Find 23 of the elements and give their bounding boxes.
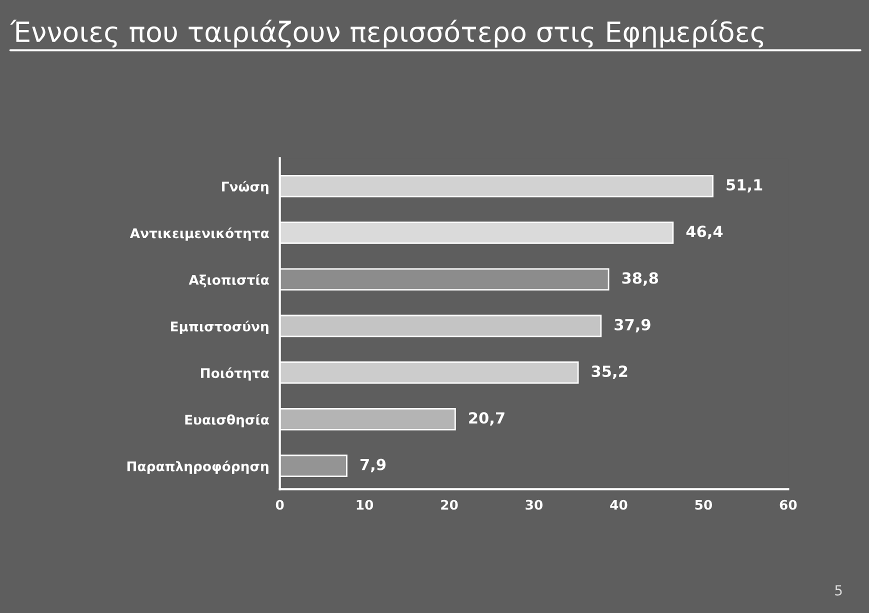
y-tick-label: Αξιοπιστία <box>188 274 269 288</box>
x-tick-label: 30 <box>526 500 543 510</box>
x-tick-label: 60 <box>780 500 797 510</box>
chart-title: Έννοιες που ταιριάζουν περισσότερο στις Εφημερίδες <box>10 20 764 48</box>
x-tick-label: 10 <box>356 500 374 510</box>
data-label: 20,7 <box>469 412 504 426</box>
data-label: 35,2 <box>592 365 628 380</box>
y-tick-label: Ευαισθησία <box>185 414 269 428</box>
x-tick-label: 0 <box>276 500 284 510</box>
x-tick-label: 50 <box>695 500 712 510</box>
x-tick-label: 40 <box>610 500 628 510</box>
text: 5 <box>835 585 842 596</box>
y-tick-label: Εμπιστοσύνη <box>170 320 268 334</box>
y-tick-label: Αντικειμενικότητα <box>130 227 269 241</box>
data-label: 38,8 <box>622 272 658 286</box>
data-label: 7,9 <box>360 458 386 472</box>
y-tick-label: Παραπληροφόρηση <box>127 460 268 474</box>
y-tick-label: Γνώση <box>222 180 268 194</box>
y-tick-label: Ποιότητα <box>201 367 269 381</box>
x-tick-label: 20 <box>441 500 458 510</box>
data-label: 37,9 <box>614 318 650 332</box>
data-label: 46,4 <box>686 226 723 240</box>
data-label: 51,1 <box>726 179 762 193</box>
